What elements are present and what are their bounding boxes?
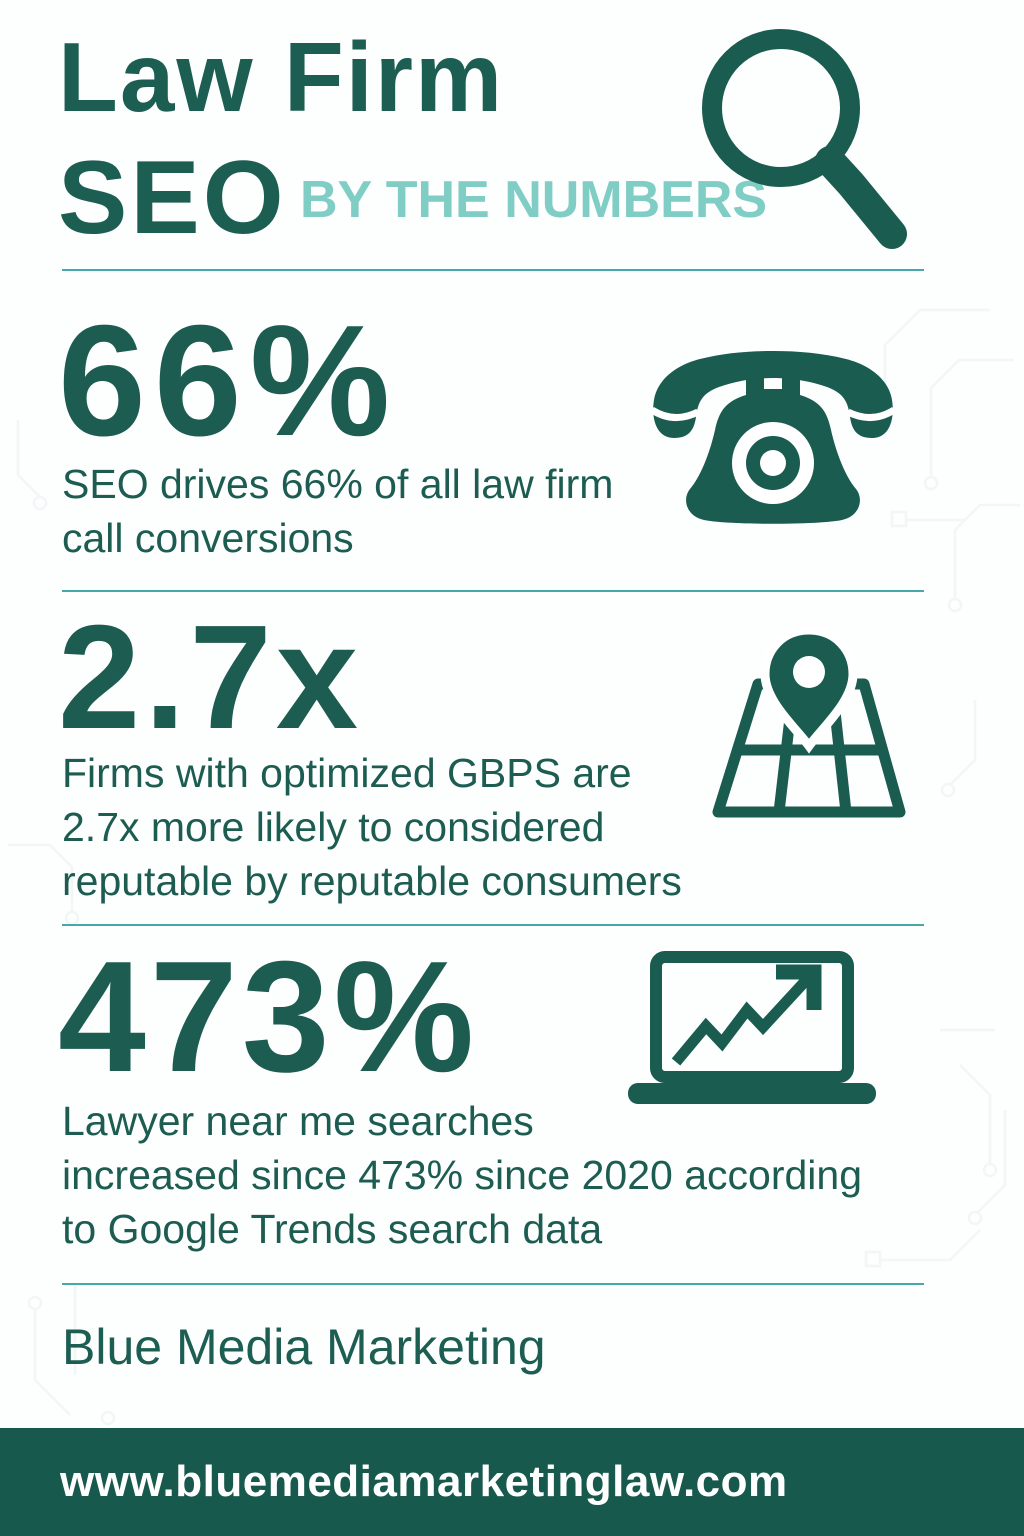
telephone-icon xyxy=(650,351,896,524)
brand-name: Blue Media Marketing xyxy=(62,1319,546,1375)
stat-value: 2.7x xyxy=(58,595,363,760)
magnifying-glass-icon xyxy=(702,29,907,249)
map-pin-icon xyxy=(712,626,906,818)
stat-value: 66% xyxy=(58,293,399,469)
stat-description: Lawyer near me searches increased since … xyxy=(62,1098,863,1253)
footer-bar: www.bluemediamarketinglaw.com xyxy=(0,1428,1024,1536)
divider xyxy=(62,1283,924,1285)
stat-value: 473% xyxy=(58,929,479,1105)
divider xyxy=(62,924,924,926)
stat-description: SEO drives 66% of all law firm call conv… xyxy=(62,461,614,562)
page-title-line2: SEO xyxy=(58,140,287,256)
website-url: www.bluemediamarketinglaw.com xyxy=(60,1457,788,1506)
page-subtitle: BY THE NUMBERS xyxy=(300,171,768,229)
laptop-chart-icon xyxy=(628,951,876,1104)
stat-description: Firms with optimized GBPS are 2.7x more … xyxy=(62,750,682,905)
divider xyxy=(62,590,924,592)
page-title-line1: Law Firm xyxy=(58,22,505,132)
divider xyxy=(62,269,924,271)
